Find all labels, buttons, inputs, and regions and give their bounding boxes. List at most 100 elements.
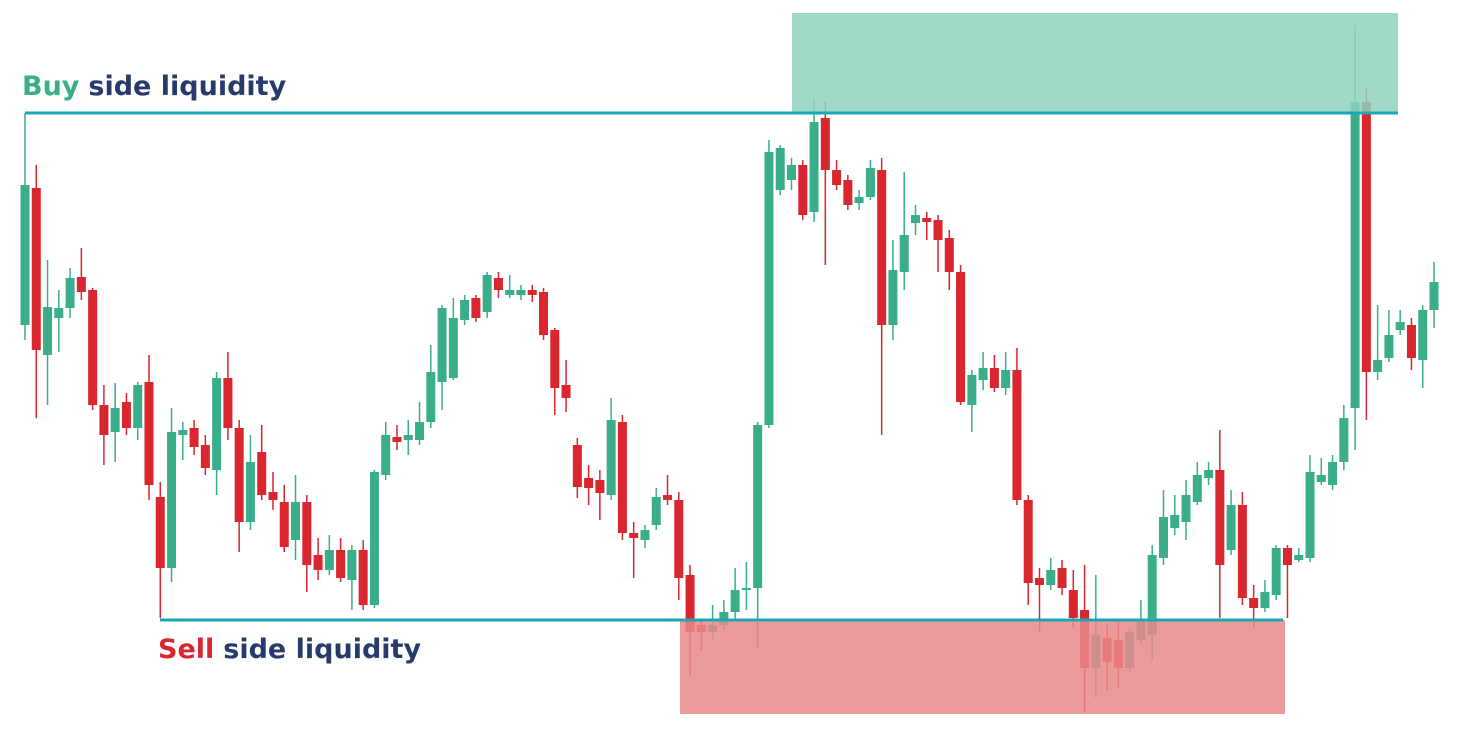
candle-body (189, 428, 199, 447)
candle-body (910, 215, 920, 223)
level-label: Buy side liquidity (22, 71, 287, 102)
candle-body (1226, 505, 1236, 550)
candle-body (200, 445, 210, 468)
candle-body (437, 308, 447, 382)
candle-body (1350, 102, 1360, 408)
candle-body (493, 278, 503, 290)
candle-body (65, 278, 75, 308)
label-highlight: Buy (22, 71, 80, 102)
candle-body (167, 432, 177, 568)
candle-body (471, 298, 481, 318)
candle-body (482, 275, 492, 312)
candle-body (606, 420, 616, 495)
zones (680, 13, 1398, 714)
candle-body (1237, 505, 1247, 598)
level-label: Sell side liquidity (158, 634, 421, 665)
candle-body (899, 235, 909, 272)
candle-body (663, 495, 673, 500)
candle-body (313, 555, 323, 570)
candle-body (1271, 548, 1281, 595)
candle-body (178, 430, 188, 435)
candle-body (685, 575, 695, 632)
candle-body (1339, 418, 1349, 462)
candles (20, 25, 1439, 712)
candle-body (854, 197, 864, 203)
candle-body (617, 422, 627, 533)
candle-body (989, 368, 999, 388)
candle-body (1395, 322, 1405, 330)
candle-body (1406, 325, 1416, 358)
candle-body (1249, 598, 1259, 608)
candle-body (1147, 555, 1157, 635)
candle-body (539, 292, 549, 335)
candle-body (403, 435, 413, 440)
candle-body (978, 368, 988, 380)
candle-body (1294, 555, 1304, 560)
candle-body (121, 402, 131, 428)
candle-body (1282, 548, 1292, 565)
candle-body (832, 170, 842, 185)
liquidity-zone (680, 620, 1285, 714)
candle-body (88, 290, 98, 405)
candle-body (20, 185, 30, 325)
candle-body (448, 318, 458, 378)
label-text: side liquidity (88, 71, 286, 102)
candle-body (1012, 370, 1022, 500)
candle-body (865, 168, 875, 197)
candle-body (640, 530, 650, 540)
candle-body (268, 492, 278, 500)
candle-body (944, 238, 954, 272)
candle-body (381, 435, 391, 475)
candle-body (133, 385, 143, 428)
candle-body (31, 188, 41, 350)
candle-body (223, 378, 233, 428)
candle-body (110, 408, 120, 432)
candle-body (1305, 472, 1315, 558)
candle-body (358, 550, 368, 605)
candle-body (291, 502, 301, 540)
candle-body (1057, 568, 1067, 588)
candle-body (279, 502, 289, 547)
candle-body (1215, 470, 1225, 565)
candle-body (809, 122, 819, 212)
candle-body (155, 497, 165, 568)
candle-body (144, 382, 154, 485)
candle-body (76, 277, 86, 292)
candle-body (741, 588, 751, 590)
label-text: side liquidity (223, 634, 421, 665)
candle-body (1170, 515, 1180, 528)
label-highlight: Sell (158, 634, 214, 665)
candle-body (1158, 517, 1168, 558)
candle-body (674, 500, 684, 578)
candle-body (1418, 310, 1428, 360)
candle-body (629, 533, 639, 538)
candle-body (572, 445, 582, 487)
candle-body (324, 550, 334, 570)
candle-body (336, 550, 346, 578)
levels: Buy side liquidity Sell side liquidity (22, 71, 1398, 665)
candle-body (775, 148, 785, 190)
liquidity-zone (792, 13, 1398, 113)
candle-body (1316, 475, 1326, 482)
candle-body (1023, 500, 1033, 583)
candle-body (922, 218, 932, 222)
candle-body (1001, 370, 1011, 388)
candle-body (764, 152, 774, 425)
candle-body (651, 497, 661, 525)
candle-body (1034, 578, 1044, 585)
candle-body (1260, 592, 1270, 608)
candle-body (516, 290, 526, 295)
candle-body (527, 290, 537, 295)
candle-body (843, 180, 853, 205)
candle-body (877, 170, 887, 325)
candle-body (54, 308, 64, 318)
candle-body (550, 330, 560, 388)
candle-body (798, 165, 808, 215)
candle-body (730, 590, 740, 612)
candle-body (369, 472, 379, 605)
candle-body (1384, 335, 1394, 358)
candle-body (753, 425, 763, 588)
candle-body (426, 372, 436, 422)
candle-body (786, 165, 796, 180)
